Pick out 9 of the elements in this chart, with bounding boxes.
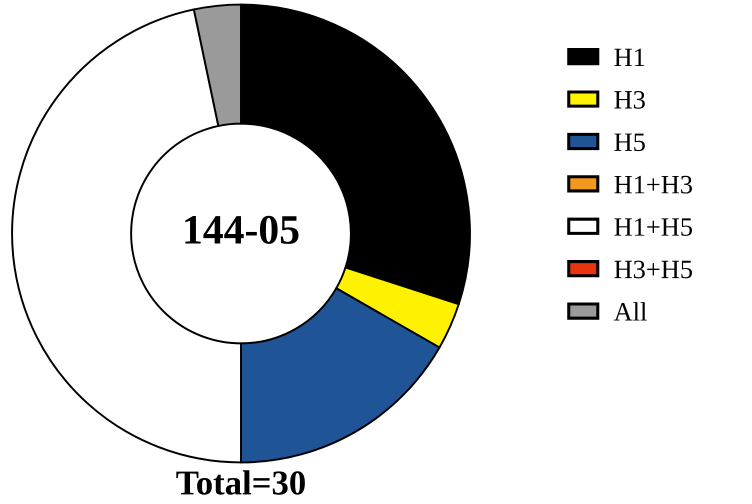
legend-label: H1 [614, 48, 644, 66]
legend-label: H5 [614, 134, 645, 152]
legend-label: H3 [614, 90, 645, 109]
legend-label: H1+H5 [614, 218, 692, 236]
text: 144-05 [185, 216, 298, 244]
text: Total=30 [176, 470, 305, 495]
legend-label: All [614, 302, 647, 320]
legend-label: H3+H5 [614, 260, 692, 278]
legend-label: H1+H3 [614, 176, 692, 194]
